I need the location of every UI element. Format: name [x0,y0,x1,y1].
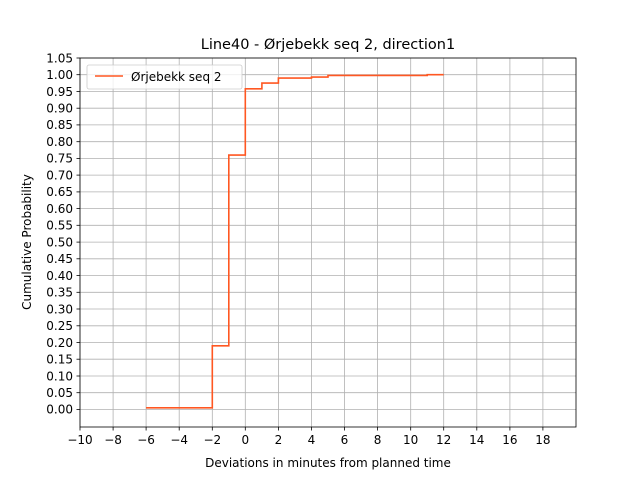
x-axis-label: Deviations in minutes from planned time [205,456,451,470]
y-tick-label: 0.50 [46,235,73,249]
x-tick-label: 8 [374,433,382,447]
x-tick-label: −8 [104,433,122,447]
y-axis-label: Cumulative Probability [20,174,34,310]
y-tick-label: 0.25 [46,319,73,333]
y-tick-label: 0.65 [46,185,73,199]
y-tick-label: 1.05 [46,51,73,65]
y-tick-label: 0.45 [46,252,73,266]
legend: Ørjebekk seq 2 [86,64,243,90]
y-tick-label: 0.15 [46,353,73,367]
y-tick-label: 0.80 [46,135,73,149]
y-tick-label: 0.85 [46,118,73,132]
y-tick-label: 1.00 [46,68,73,82]
y-tick-label: 0.10 [46,369,73,383]
legend-frame [86,64,243,90]
series-layer [146,73,444,409]
y-tick-label: 0.20 [46,336,73,350]
y-tick-label: 0.75 [46,152,73,166]
x-tick-label: −4 [170,433,188,447]
series-line [146,73,444,409]
y-axis-ticks: 0.00 0.05 0.10 0.15 0.20 0.25 0.30 0.35 0.40 0.45… [46,51,80,417]
x-tick-label: 10 [403,433,418,447]
x-tick-label: −10 [67,433,92,447]
y-tick-label: 0.90 [46,102,73,116]
x-axis-ticks: −10 −8 −6 −4 −2 0 2 4 6 8 10 12 14 16 18 [67,427,551,447]
legend-label: Ørjebekk seq 2 [131,70,222,84]
x-tick-label: 4 [308,433,316,447]
x-tick-label: 0 [241,433,249,447]
chart-title: Line40 - Ørjebekk seq 2, direction1 [201,37,455,53]
y-tick-label: 0.95 [46,85,73,99]
x-tick-label: 12 [436,433,451,447]
y-tick-label: 0.60 [46,202,73,216]
x-tick-label: 14 [469,433,484,447]
y-tick-label: 0.30 [46,302,73,316]
y-tick-label: 0.40 [46,269,73,283]
x-tick-label: −2 [203,433,221,447]
x-tick-label: 16 [502,433,517,447]
x-tick-label: 6 [341,433,349,447]
y-tick-label: 0.05 [46,386,73,400]
y-tick-label: 0.00 [46,403,73,417]
x-tick-label: 2 [275,433,283,447]
x-tick-label: −6 [137,433,155,447]
y-tick-label: 0.35 [46,286,73,300]
y-tick-label: 0.55 [46,219,73,233]
y-tick-label: 0.70 [46,168,73,182]
x-tick-label: 18 [535,433,550,447]
